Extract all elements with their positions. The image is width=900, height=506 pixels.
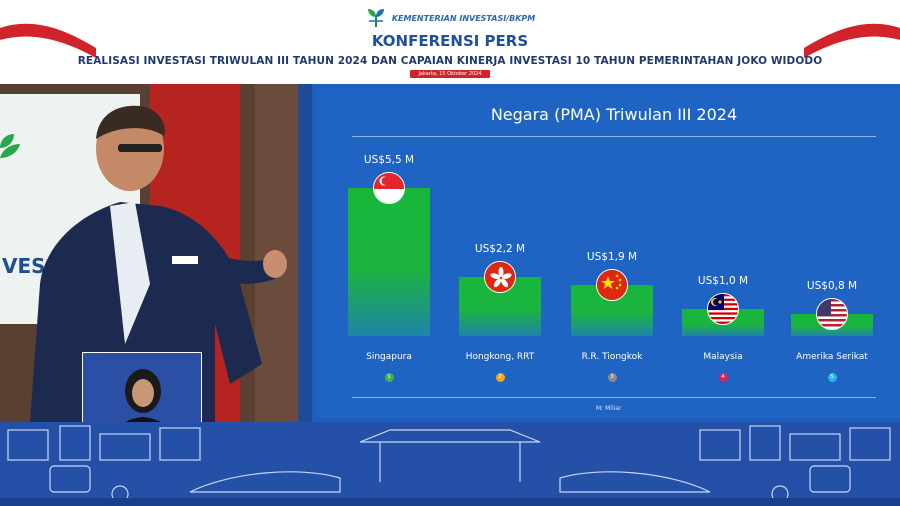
rank-badge: 4 <box>718 373 728 382</box>
bar-value-label: US$5,5 M <box>363 154 415 166</box>
decorative-footer-band <box>0 422 900 506</box>
rank-badge: 1 <box>384 373 394 382</box>
bar-category-label: Amerika Serikat <box>796 352 868 362</box>
bar-category-label: Hongkong, RRT <box>465 352 535 362</box>
rank-badge: 5 <box>827 373 837 382</box>
hong-kong-flag-icon <box>484 261 516 293</box>
presentation-slide: Negara (PMA) Triwulan III 2024 US$5,5 M S… <box>312 84 900 422</box>
date-badge: Jakarta, 15 Oktober 2024 <box>410 70 490 78</box>
ministry-brand: KEMENTERIAN INVESTASI/BKPM <box>0 7 900 29</box>
ministry-name: KEMENTERIAN INVESTASI/BKPM <box>391 13 536 23</box>
bar-value-label: US$1,9 M <box>586 251 638 263</box>
bar-value-label: US$0,8 M <box>806 280 858 292</box>
slide-divider-top <box>352 136 876 137</box>
page-subtitle: REALISASI INVESTASI TRIWULAN III TAHUN 2… <box>77 55 823 67</box>
malaysia-flag-icon <box>707 293 739 325</box>
indonesia-flag-left <box>0 23 96 70</box>
china-flag-icon <box>596 269 628 301</box>
rank-badge: 3 <box>607 373 617 382</box>
ministry-logo-icon <box>367 9 384 27</box>
background-screen-text: VES <box>2 254 46 278</box>
singapore-flag-icon <box>373 172 405 204</box>
page-title: KONFERENSI PERS <box>371 32 529 50</box>
background-screen-edge <box>298 84 312 422</box>
slide-content: Negara (PMA) Triwulan III 2024 US$5,5 M S… <box>316 88 900 418</box>
slide-divider-bottom <box>352 397 876 398</box>
bar-value-label: US$2,2 M <box>474 243 526 255</box>
indonesia-flag-right <box>804 23 900 70</box>
usa-flag-icon <box>816 298 848 330</box>
leaf-icon <box>0 134 20 158</box>
header: KEMENTERIAN INVESTASI/BKPM KONFERENSI PE… <box>0 0 900 84</box>
bar-category-label: R.R. Tiongkok <box>581 352 643 362</box>
chart-bar <box>348 188 430 336</box>
bar-category-label: Malaysia <box>703 352 743 362</box>
bar-value-label: US$1,0 M <box>697 275 749 287</box>
unit-footnote: M: Miliar <box>596 405 622 412</box>
rank-badge: 2 <box>495 373 505 382</box>
bar-category-label: Singapura <box>366 352 412 362</box>
slide-title: Negara (PMA) Triwulan III 2024 <box>490 105 738 124</box>
